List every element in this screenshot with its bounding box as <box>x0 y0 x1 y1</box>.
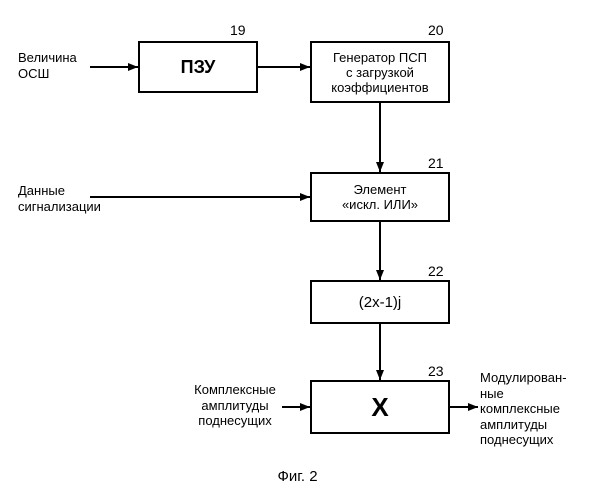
block-number-23: 23 <box>428 363 444 379</box>
block-psp-gen: Генератор ПСП с загрузкой коэффициентов <box>310 41 450 103</box>
block-number-22: 22 <box>428 263 444 279</box>
block-number-21: 21 <box>428 155 444 171</box>
block-number-19: 19 <box>230 22 246 38</box>
figure-caption: Фиг. 2 <box>0 468 595 485</box>
block-xor: Элемент «искл. ИЛИ» <box>310 172 450 222</box>
block-number-20: 20 <box>428 22 444 38</box>
label-osh-input: Величина ОСШ <box>18 50 128 81</box>
label-signal-data: Данные сигнализации <box>18 183 158 214</box>
block-2x1j: (2x-1)j <box>310 280 450 324</box>
label-amp-out: Модулирован- ные комплексные амплитуды п… <box>480 370 590 448</box>
block-pzu: ПЗУ <box>138 41 258 93</box>
block-mult: X <box>310 380 450 434</box>
label-amp-in: Комплексные амплитуды поднесущих <box>175 382 295 429</box>
